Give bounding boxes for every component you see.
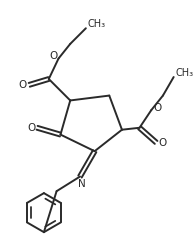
Text: O: O [153,103,161,113]
Text: CH₃: CH₃ [175,68,193,78]
Text: O: O [18,80,27,90]
Text: O: O [159,138,167,148]
Text: O: O [27,123,35,133]
Text: N: N [78,179,86,189]
Text: CH₃: CH₃ [87,19,106,29]
Text: O: O [49,50,58,61]
